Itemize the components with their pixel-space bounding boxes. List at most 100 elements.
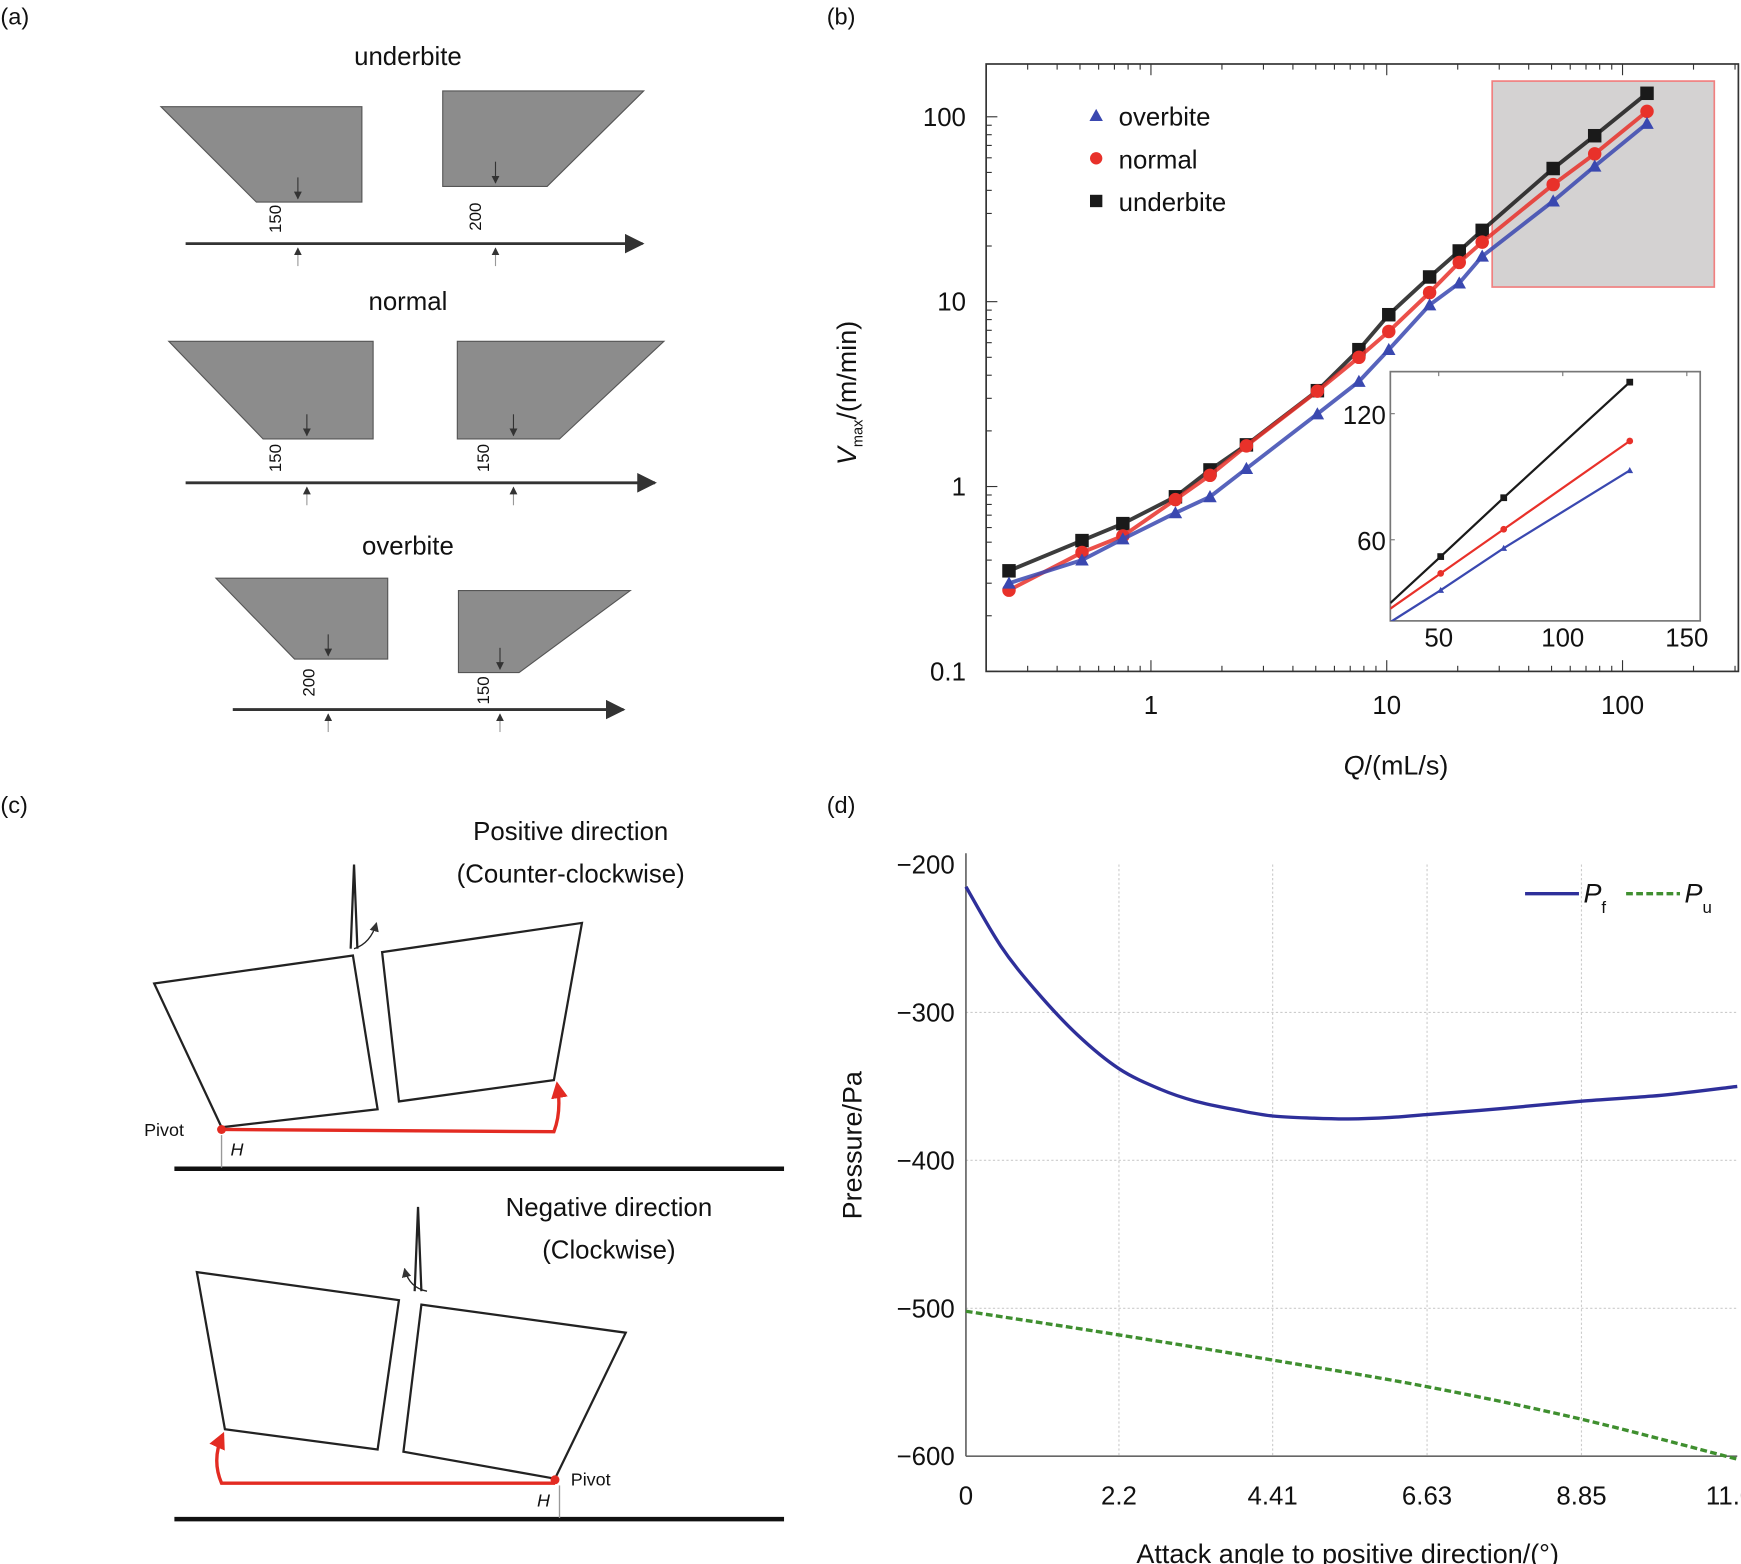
x-tick-label: 10: [1372, 692, 1401, 720]
left-block: [159, 106, 363, 203]
data-point-square: [1437, 553, 1445, 560]
x-tick-label: 4.41: [1248, 1482, 1298, 1510]
y-tick-label: −500: [897, 1295, 955, 1323]
data-point-circle: [1422, 285, 1437, 300]
x-tick-label: 2.2: [1101, 1482, 1137, 1510]
y-label-italic: V: [832, 444, 862, 465]
data-point-circle: [1437, 570, 1445, 577]
x-tick-label: 100: [1601, 692, 1644, 720]
dimension-label: 150: [266, 444, 285, 472]
panel-label-d: (d): [827, 792, 856, 818]
y-tick-label: −300: [897, 999, 955, 1027]
data-point-triangle: [1422, 298, 1437, 311]
series-overbite: [1002, 116, 1654, 589]
y-tick-label: −200: [897, 852, 955, 880]
data-point-triangle: [1500, 544, 1508, 551]
panel-label-c: (c): [0, 792, 27, 818]
legend-sub: f: [1601, 898, 1606, 917]
height-label: H: [537, 1491, 550, 1511]
data-point-circle: [1310, 384, 1325, 398]
data-point-triangle: [1475, 249, 1489, 262]
data-point-triangle: [1640, 116, 1654, 129]
inset-x-tick-label: 150: [1665, 625, 1708, 653]
data-point-square: [1089, 194, 1103, 208]
right-block-outline: [402, 1303, 628, 1480]
data-point-circle: [1089, 152, 1103, 165]
x-tick-label: 6.63: [1402, 1482, 1452, 1510]
positive-direction-diagram: Positive direction (Counter-clockwise) Piv…: [144, 818, 785, 1172]
legend-label: overbite: [1119, 104, 1211, 132]
legend-label: Pf: [1583, 879, 1606, 917]
data-point-square: [1640, 86, 1654, 101]
series-line-Pu: [965, 1309, 1738, 1461]
right-block: [456, 340, 666, 440]
data-point-square: [1075, 533, 1089, 548]
x-tick-label: 8.85: [1556, 1482, 1606, 1510]
rotation-arrow-icon: [353, 921, 379, 950]
height-label: H: [231, 1139, 244, 1159]
rotation-arrow-icon: [401, 1267, 428, 1292]
flow-direction-icon: [413, 1206, 423, 1292]
left-block: [167, 340, 374, 440]
data-point-triangle: [1075, 553, 1089, 566]
data-point-circle: [1352, 350, 1366, 365]
dimension-label: 200: [466, 203, 485, 231]
data-point-triangle: [1452, 276, 1466, 289]
series-line-Pf: [964, 885, 1738, 1121]
inset-y-tick-label: 60: [1357, 528, 1386, 556]
data-point-triangle: [1239, 461, 1254, 475]
data-point-square: [1546, 161, 1560, 176]
diagram-a: underbite 150 200 normal 150 150 overbite 200 15…: [159, 43, 666, 733]
direction-subtitle: (Clockwise): [542, 1237, 675, 1265]
inset-series-line: [1390, 469, 1631, 621]
data-point-triangle: [1203, 490, 1217, 503]
data-point-circle: [1452, 255, 1466, 270]
right-block: [442, 90, 646, 187]
inset-frame: [1389, 370, 1702, 622]
y-label-sub: max: [851, 419, 867, 447]
data-point-circle: [1587, 147, 1602, 161]
x-tick-label: 1: [1144, 692, 1158, 720]
pivot-label: Pivot: [144, 1120, 184, 1140]
y-tick-label: 100: [923, 104, 966, 132]
y-axis-label: Pressure/Pa: [838, 1071, 868, 1219]
y-tick-label: 1: [952, 474, 966, 502]
x-axis-label: Attack angle to positive direction/(°): [1136, 1539, 1559, 1564]
data-point-triangle: [1626, 467, 1634, 474]
direction-title: Positive direction: [473, 818, 668, 846]
chart-b: 1 10 100 0.1 1 10 100 Q/(mL/s) Vmax/(m/min) overb…: [832, 63, 1740, 781]
data-point-square: [1422, 270, 1437, 284]
data-point-triangle: [1382, 342, 1396, 356]
occlusion-group-underbite: underbite 150 200: [159, 43, 646, 267]
data-point-square: [1587, 128, 1602, 143]
group-title: overbite: [362, 533, 454, 561]
rotation-path: [221, 1081, 568, 1134]
inset-series-underbite: [1390, 378, 1634, 604]
y-tick-label: 10: [937, 289, 966, 317]
dimension-label: 150: [474, 444, 493, 472]
right-block-outline: [380, 921, 584, 1103]
data-point-triangle: [1352, 374, 1366, 387]
data-point-triangle: [1168, 506, 1183, 519]
direction-subtitle: (Counter-clockwise): [457, 860, 685, 888]
data-point-circle: [1239, 439, 1254, 453]
series-normal: [1002, 104, 1654, 597]
right-block: [457, 590, 632, 674]
data-point-square: [1116, 516, 1130, 531]
data-point-square: [1500, 494, 1508, 502]
inset-y-tick-label: 120: [1343, 402, 1386, 430]
inset-chart: 50 100 150 60 120: [1343, 370, 1708, 653]
inset-series-overbite: [1390, 467, 1634, 621]
x-label-rest: /(mL/s): [1365, 751, 1449, 781]
group-title: underbite: [354, 43, 462, 71]
data-point-triangle: [1002, 576, 1016, 589]
chart-d: 0 2.2 4.41 6.63 8.85 11.09 −200 −300 −400 −500 −60…: [838, 852, 1741, 1564]
x-tick-label: 0: [959, 1482, 973, 1510]
negative-direction-diagram: Negative direction (Clockwise) Pivot H: [174, 1194, 785, 1522]
data-point-square: [1475, 223, 1489, 238]
y-tick-label: −400: [897, 1147, 955, 1175]
pivot-point: [550, 1475, 560, 1485]
group-title: normal: [368, 288, 447, 316]
data-point-square: [1002, 564, 1016, 578]
